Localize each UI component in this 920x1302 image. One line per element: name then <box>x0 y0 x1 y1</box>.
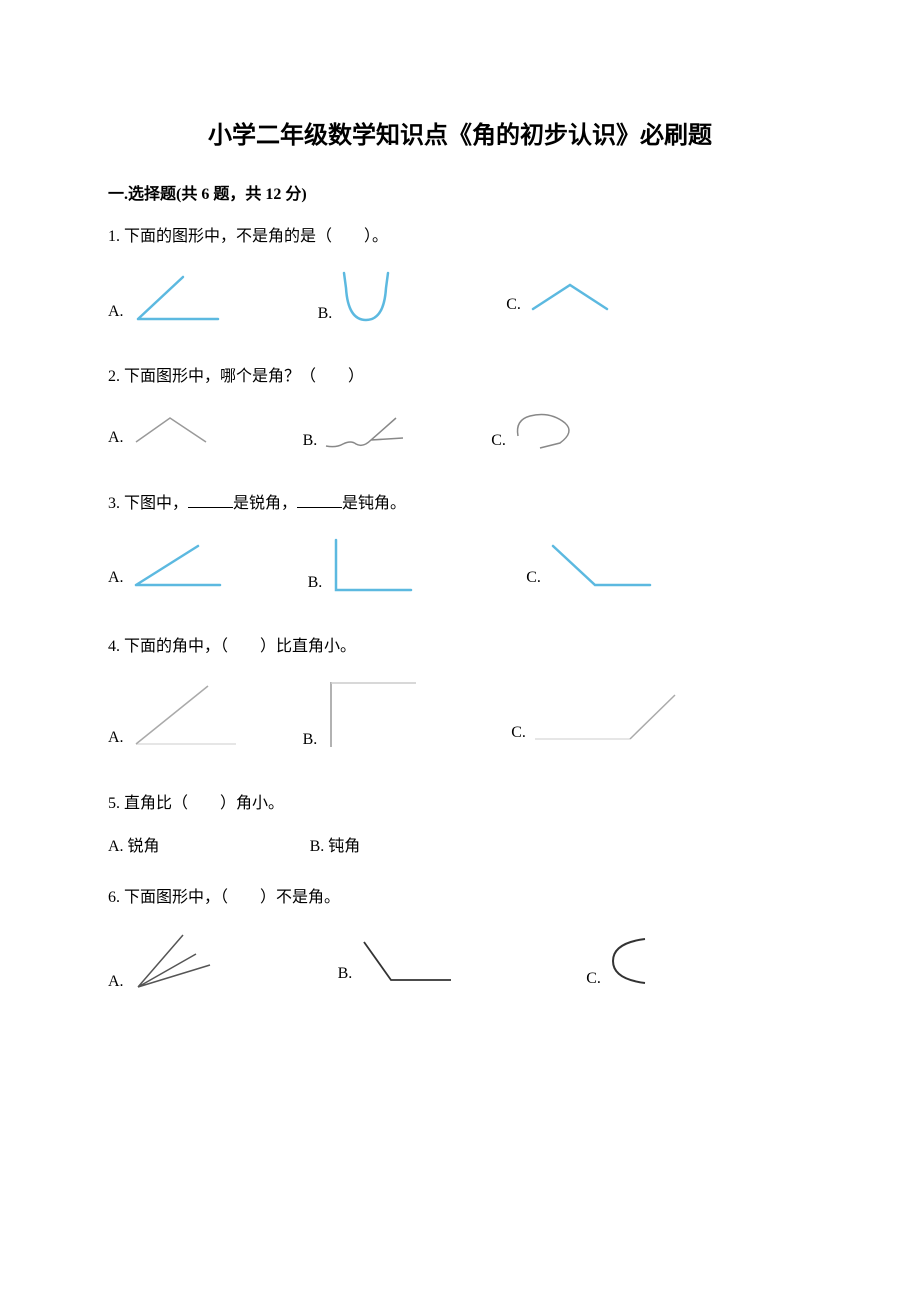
option-label: C. <box>491 428 506 454</box>
option-label: A. <box>108 565 124 591</box>
option-label: A. <box>108 725 124 751</box>
q3-pre: 3. 下图中， <box>108 495 188 512</box>
q5-option-b: B. 钝角 <box>310 834 361 860</box>
q5-options: A. 锐角 B. 钝角 <box>108 834 812 860</box>
angle-inner-icon <box>128 929 218 1003</box>
q6-text: 6. 下面图形中，（ ）不是角。 <box>108 885 812 911</box>
option-label: B. <box>303 727 318 753</box>
q5-text: 5. 直角比（ ）角小。 <box>108 791 812 817</box>
q6-option-a: A. <box>108 929 218 1003</box>
q3-option-c: C. <box>526 540 655 599</box>
option-label: C. <box>506 292 521 318</box>
page-title: 小学二年级数学知识点《角的初步认识》必刷题 <box>108 115 812 150</box>
option-label: C. <box>586 966 601 992</box>
q4-text: 4. 下面的角中，（ ）比直角小。 <box>108 634 812 660</box>
q4-option-c: C. <box>511 685 680 754</box>
scribble-icon <box>321 408 411 462</box>
option-label: B. <box>338 961 353 987</box>
chevron-icon <box>525 277 615 326</box>
option-label: B. <box>303 428 318 454</box>
q2-option-b: B. <box>303 408 412 462</box>
blank <box>188 492 233 508</box>
question-3: 3. 下图中， 是锐角， 是钝角。 A. B. C. <box>108 491 812 603</box>
q1-option-b: B. <box>318 268 397 335</box>
q4-option-a: A. <box>108 680 243 759</box>
q1-text: 1. 下面的图形中，不是角的是（ ）。 <box>108 224 812 250</box>
acute-angle-icon <box>128 540 228 599</box>
chevron-gray-icon <box>128 410 213 459</box>
curved-blob-icon <box>510 408 580 462</box>
question-2: 2. 下面图形中，哪个是角？（ ） A. B. C. <box>108 364 812 461</box>
option-label: A. <box>108 425 124 451</box>
q3-mid: 是锐角， <box>233 495 297 512</box>
q2-option-c: C. <box>491 408 580 462</box>
q2-options: A. B. C. <box>108 408 812 462</box>
question-6: 6. 下面图形中，（ ）不是角。 A. B. C. <box>108 885 812 1002</box>
q3-text: 3. 下图中， 是锐角， 是钝角。 <box>108 491 812 517</box>
section-heading: 一.选择题(共 6 题，共 12 分) <box>108 180 812 204</box>
question-1: 1. 下面的图形中，不是角的是（ ）。 A. B. C. <box>108 224 812 334</box>
q1-options: A. B. C. <box>108 268 812 335</box>
acute-angle-icon <box>128 269 228 333</box>
q3-option-b: B. <box>308 535 417 604</box>
option-label: C. <box>511 720 526 746</box>
blank <box>297 492 342 508</box>
right-angle-gray-icon <box>321 677 421 761</box>
obtuse-black-icon <box>356 936 456 995</box>
u-curve-icon <box>336 268 396 335</box>
question-4: 4. 下面的角中，（ ）比直角小。 A. B. C. <box>108 634 812 761</box>
option-label: B. <box>318 301 333 327</box>
q3-post: 是钝角。 <box>342 495 406 512</box>
obtuse-angle-gray-icon <box>530 685 680 754</box>
q5-option-a: A. 锐角 <box>108 834 160 860</box>
right-angle-icon <box>326 535 416 604</box>
q6-option-b: B. <box>338 936 457 995</box>
acute-angle-gray-icon <box>128 680 243 759</box>
option-label: A. <box>108 299 124 325</box>
q6-option-c: C. <box>586 931 655 1000</box>
question-5: 5. 直角比（ ）角小。 A. 锐角 B. 钝角 <box>108 791 812 860</box>
q6-options: A. B. C. <box>108 929 812 1003</box>
obtuse-angle-icon <box>545 540 655 599</box>
q3-option-a: A. <box>108 540 228 599</box>
option-label: C. <box>526 565 541 591</box>
option-label: A. <box>108 969 124 995</box>
q4-options: A. B. C. <box>108 677 812 761</box>
q4-option-b: B. <box>303 677 422 761</box>
q2-text: 2. 下面图形中，哪个是角？（ ） <box>108 364 812 390</box>
arc-icon <box>605 931 655 1000</box>
option-label: B. <box>308 570 323 596</box>
q2-option-a: A. <box>108 410 213 459</box>
q1-option-c: C. <box>506 277 615 326</box>
q1-option-a: A. <box>108 269 228 333</box>
q3-options: A. B. C. <box>108 535 812 604</box>
